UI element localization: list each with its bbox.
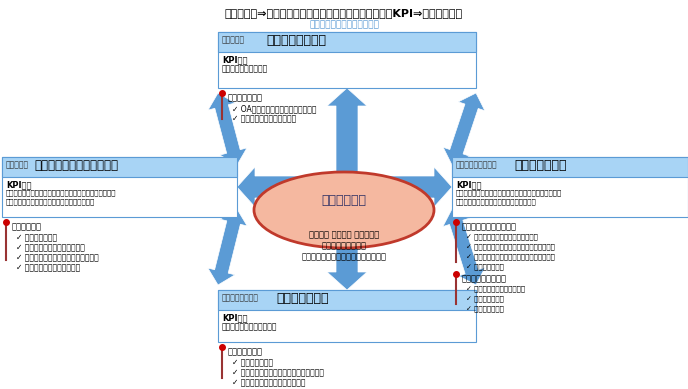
Text: 水道ネットワーク再構築: 水道ネットワーク再構築 bbox=[462, 222, 517, 231]
Text: 具体的施策⇒４つの視点の経営目標・重要業績評価指標KPI⇒水道ビジョン: 具体的施策⇒４つの視点の経営目標・重要業績評価指標KPI⇒水道ビジョン bbox=[225, 8, 463, 18]
Polygon shape bbox=[208, 93, 247, 165]
Text: サービス向上: サービス向上 bbox=[12, 222, 42, 231]
Text: ✓ 指定給水装置工事業者対象の講習会開催: ✓ 指定給水装置工事業者対象の講習会開催 bbox=[232, 368, 324, 377]
Text: 顧客の視点: 顧客の視点 bbox=[6, 160, 29, 169]
Text: 技術水準の確保: 技術水準の確保 bbox=[276, 292, 328, 305]
Text: ・５年経験者数、有資格数: ・５年経験者数、有資格数 bbox=[222, 322, 277, 331]
Text: 持続可能性の確保: 持続可能性の確保 bbox=[266, 34, 326, 47]
Text: ✓ 広報誌やホームページの充実: ✓ 広報誌やホームページの充実 bbox=[16, 243, 85, 252]
Text: KPI　例: KPI 例 bbox=[456, 180, 482, 189]
Text: 技術基盤の強化: 技術基盤の強化 bbox=[228, 347, 263, 356]
Text: ・管路更新割合、給水比不適正率、漏水率: ・管路更新割合、給水比不適正率、漏水率 bbox=[456, 198, 537, 205]
Text: ✓ 効率的水運用を目指したネットワーク再編: ✓ 効率的水運用を目指したネットワーク再編 bbox=[466, 243, 555, 250]
Text: 経営基盤の強化: 経営基盤の強化 bbox=[228, 93, 263, 102]
Text: ✓ 適正な水道料金への見直し: ✓ 適正な水道料金への見直し bbox=[232, 114, 297, 123]
Text: ・おいしい水目標達成率、水道サービスに対する苦情件数: ・おいしい水目標達成率、水道サービスに対する苦情件数 bbox=[6, 189, 116, 196]
Text: ✓ 研修制度の充実: ✓ 研修制度の充実 bbox=[232, 358, 273, 367]
Text: ✓ 漏水調査の拡充: ✓ 漏水調査の拡充 bbox=[466, 305, 504, 312]
Text: KPI　例: KPI 例 bbox=[222, 55, 248, 64]
Text: ✓ アンケート等による顧客満足度調査: ✓ アンケート等による顧客満足度調査 bbox=[16, 253, 99, 262]
Polygon shape bbox=[443, 209, 485, 285]
Bar bbox=[2, 157, 237, 177]
Bar bbox=[218, 290, 476, 310]
Polygon shape bbox=[443, 93, 485, 165]
Text: ✓ 需要減少を見越したコンパクトな: ✓ 需要減少を見越したコンパクトな bbox=[466, 233, 538, 240]
Text: ・断水・濁水時間、被災時断水戸数、復旧日数: ・断水・濁水時間、被災時断水戸数、復旧日数 bbox=[6, 198, 95, 205]
Polygon shape bbox=[237, 167, 452, 207]
Text: ✓ 水質検査計画の作成・公表: ✓ 水質検査計画の作成・公表 bbox=[466, 285, 525, 292]
Text: 確実な業務遂行: 確実な業務遂行 bbox=[514, 159, 566, 172]
Text: ・有利子負債月商倍率: ・有利子負債月商倍率 bbox=[222, 64, 268, 73]
Text: 財務の視点: 財務の視点 bbox=[222, 35, 245, 44]
Ellipse shape bbox=[254, 172, 434, 248]
Text: ✓ 官民連携を前提とした組織再編: ✓ 官民連携を前提とした組織再編 bbox=[232, 378, 305, 387]
Bar bbox=[2, 157, 237, 217]
Text: ✓ 老朽化など要改善施設の修繕、改修、廃止: ✓ 老朽化など要改善施設の修繕、改修、廃止 bbox=[466, 253, 555, 259]
Text: ✓ OA化、民間委託の導入と職員削減: ✓ OA化、民間委託の導入と職員削減 bbox=[232, 104, 316, 113]
Bar bbox=[452, 157, 688, 217]
Text: いつでも どこでも いつまでも: いつでも どこでも いつまでも bbox=[309, 230, 379, 239]
Text: おいしい水を安定的に供給: おいしい水を安定的に供給 bbox=[34, 159, 118, 172]
Text: ✓ 社会科見学イベントの拡充: ✓ 社会科見学イベントの拡充 bbox=[16, 263, 80, 272]
Text: 水道版バランススコアカード: 水道版バランススコアカード bbox=[309, 20, 379, 29]
Text: ✓ 修繕対応の充実: ✓ 修繕対応の充実 bbox=[16, 233, 57, 242]
Polygon shape bbox=[208, 209, 247, 285]
Bar bbox=[218, 290, 476, 342]
Bar bbox=[218, 32, 476, 52]
Text: ・総トリハロメタン濃度水質基準比　その他水質基準例: ・総トリハロメタン濃度水質基準比 その他水質基準例 bbox=[456, 189, 562, 196]
Text: 安全でおいしい水を: 安全でおいしい水を bbox=[321, 241, 367, 250]
Text: 水道ビジョン: 水道ビジョン bbox=[321, 193, 367, 207]
Bar bbox=[218, 32, 476, 88]
Text: 業務プロセスの視点: 業務プロセスの視点 bbox=[456, 160, 497, 169]
Text: ✓ 耐震改修の拡充: ✓ 耐震改修の拡充 bbox=[466, 263, 504, 270]
Text: KPI　例: KPI 例 bbox=[6, 180, 32, 189]
Text: KPI　例: KPI 例 bbox=[222, 313, 248, 322]
Text: 内部管理体制の強化: 内部管理体制の強化 bbox=[462, 274, 507, 283]
Polygon shape bbox=[327, 88, 367, 290]
Text: 学習と成長の視点: 学習と成長の視点 bbox=[222, 293, 259, 302]
Text: 顧客住民に提供することを約束します: 顧客住民に提供することを約束します bbox=[301, 252, 387, 261]
Text: ✓ 耐震計画の策定: ✓ 耐震計画の策定 bbox=[466, 295, 504, 301]
Bar bbox=[452, 157, 688, 177]
